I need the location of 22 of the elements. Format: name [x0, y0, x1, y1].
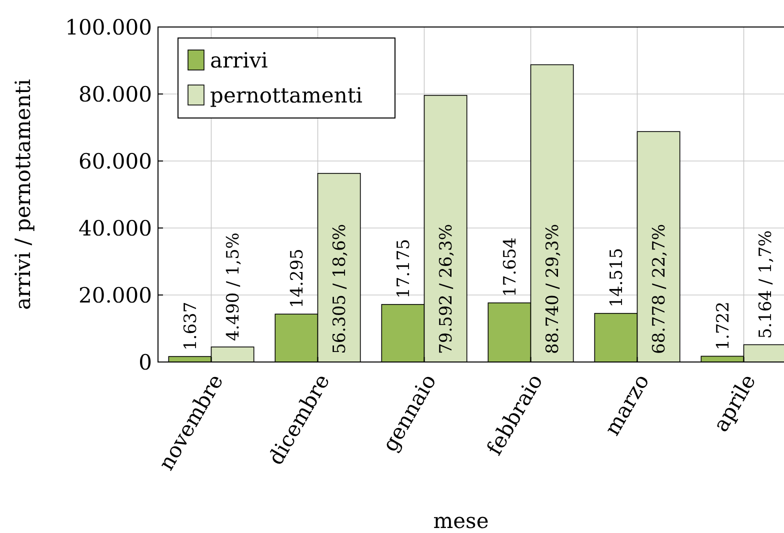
legend-label: pernottamenti: [210, 83, 363, 108]
data-label: 1.722: [713, 302, 734, 350]
data-label: 79.592 / 26,3%: [436, 224, 457, 354]
data-label: 17.175: [394, 238, 414, 298]
y-tick-label: 40.000: [78, 216, 152, 240]
data-label: 5.164 / 1,7%: [756, 230, 776, 339]
data-label: 68.778 / 22,7%: [650, 224, 670, 354]
x-axis-title: mese: [433, 509, 489, 533]
y-tick-label: 80.000: [78, 82, 152, 106]
data-label: 4.490 / 1,5%: [224, 232, 244, 341]
y-axis-title: arrivi / pernottamenti: [11, 78, 35, 310]
data-label: 56.305 / 18,6%: [330, 224, 350, 354]
data-label: 88.740 / 29,3%: [543, 224, 564, 354]
y-tick-label: 100.000: [65, 15, 152, 40]
data-label: 14.295: [287, 248, 308, 308]
y-tick-label: 20.000: [78, 283, 152, 308]
data-label: 14.515: [606, 248, 627, 308]
legend-label: arrivi: [210, 48, 268, 72]
y-tick-label: 0: [138, 350, 152, 374]
data-label: 1.637: [180, 302, 201, 351]
data-label: 17.654: [500, 237, 520, 297]
y-tick-label: 60.000: [78, 149, 152, 174]
